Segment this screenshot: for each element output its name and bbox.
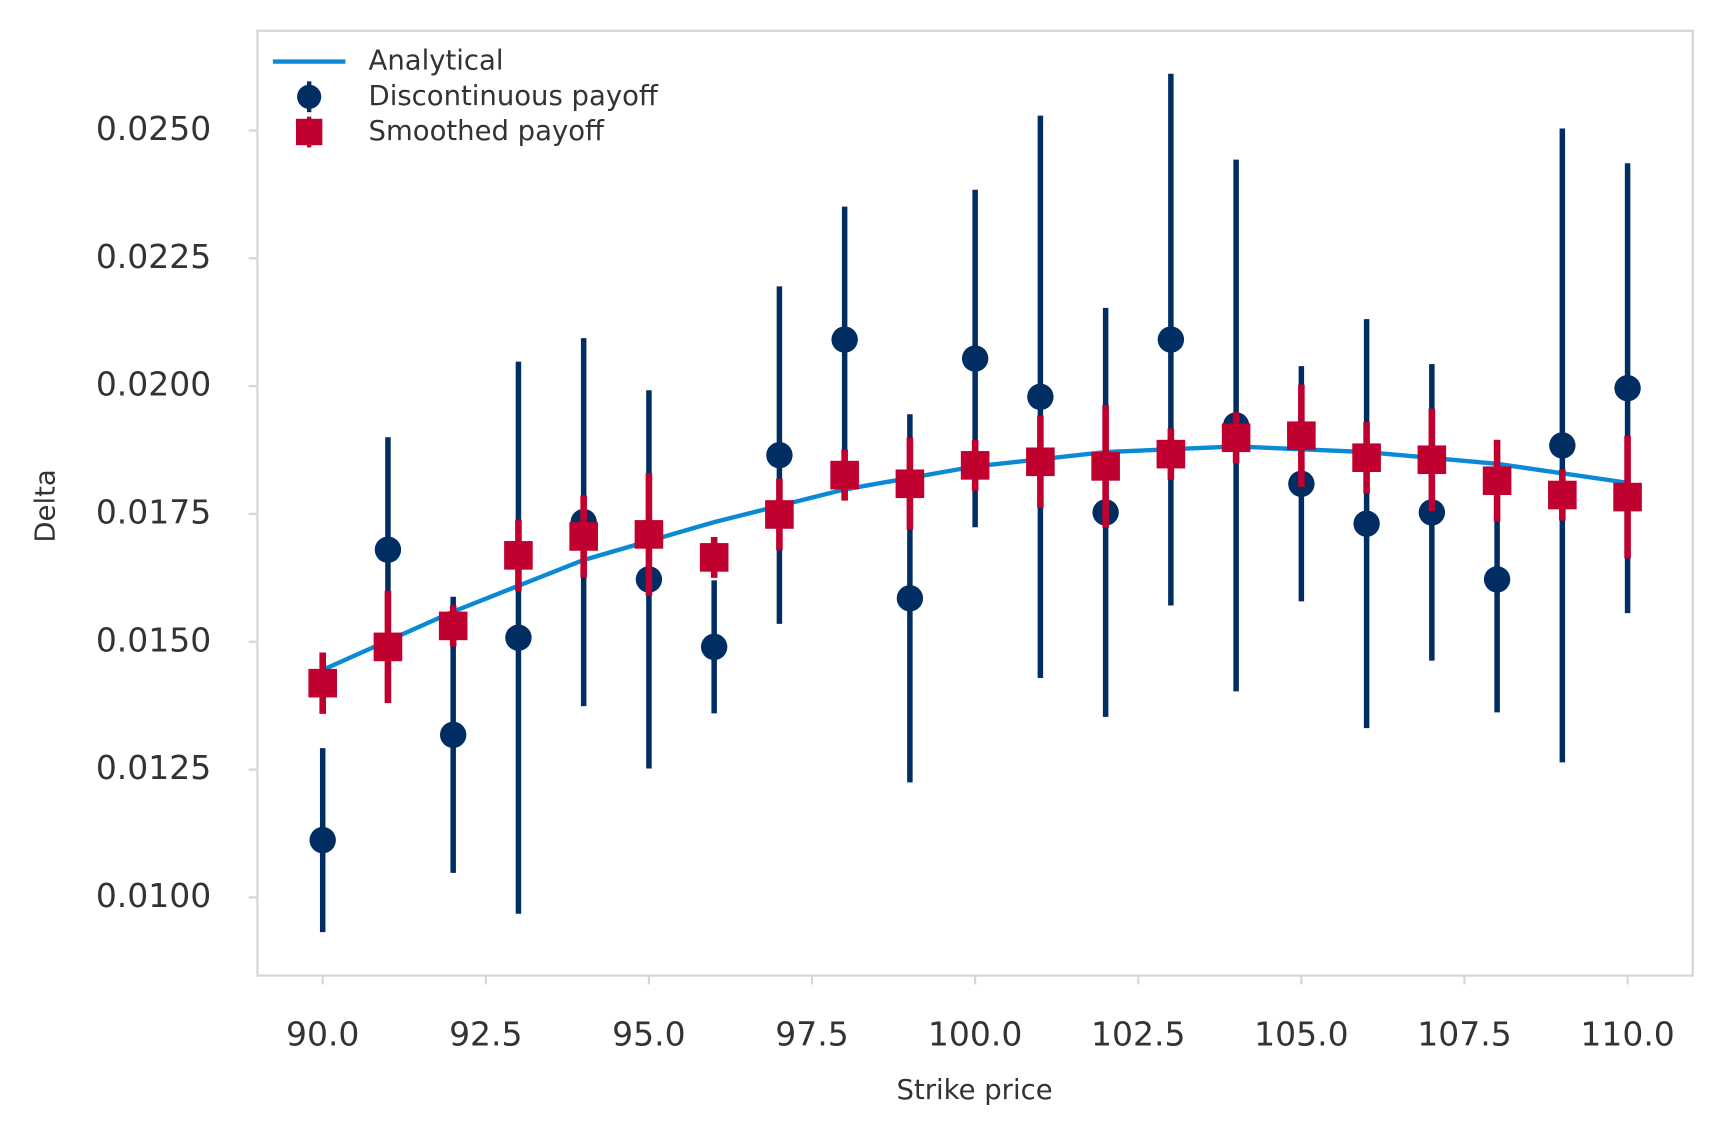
point	[504, 541, 533, 570]
x-tick-label: 97.5	[775, 1015, 848, 1054]
x-tick-label: 102.5	[1091, 1015, 1185, 1054]
point	[831, 326, 858, 353]
y-tick-label: 0.0250	[96, 109, 211, 148]
point	[895, 469, 925, 499]
point	[700, 633, 728, 661]
point	[1418, 499, 1446, 526]
legend-marker	[297, 84, 322, 109]
x-tick-label: 92.5	[449, 1015, 522, 1054]
point	[766, 441, 793, 469]
point	[374, 536, 402, 563]
y-tick-label: 0.0225	[96, 237, 211, 276]
legend-label: Analytical	[369, 45, 504, 77]
x-axis-label: Strike price	[897, 1074, 1053, 1106]
point	[308, 668, 337, 698]
x-tick-label: 107.5	[1417, 1015, 1511, 1054]
x-tick-label: 105.0	[1254, 1015, 1348, 1054]
point	[1482, 466, 1512, 496]
legend-label: Discontinuous payoff	[369, 80, 659, 112]
point	[1026, 447, 1055, 477]
legend-label: Smoothed payoff	[369, 115, 606, 147]
point	[1549, 432, 1576, 459]
point	[1221, 423, 1251, 453]
point	[309, 826, 336, 854]
point	[960, 451, 990, 480]
legend-marker	[295, 118, 323, 146]
point	[1548, 480, 1577, 510]
point	[1027, 383, 1054, 411]
point	[1352, 443, 1381, 473]
y-tick-label: 0.0150	[96, 620, 211, 659]
point	[569, 522, 598, 551]
point	[1157, 326, 1185, 353]
y-tick-label: 0.0125	[96, 748, 211, 787]
point	[1614, 374, 1641, 402]
y-tick-label: 0.0100	[96, 876, 211, 915]
x-tick-label: 100.0	[928, 1015, 1022, 1054]
y-tick-label: 0.0200	[96, 365, 211, 404]
point	[765, 500, 794, 529]
point	[1353, 510, 1380, 537]
point	[505, 624, 532, 651]
point	[699, 543, 729, 572]
point	[634, 520, 664, 549]
y-tick-label: 0.0175	[96, 492, 211, 531]
x-tick-label: 90.0	[286, 1015, 359, 1054]
point	[373, 632, 403, 662]
y-axis-label: Delta	[29, 469, 61, 542]
point	[1091, 452, 1120, 481]
point	[438, 611, 468, 641]
point	[1417, 445, 1447, 475]
point	[1483, 566, 1511, 593]
point	[830, 460, 859, 490]
x-tick-label: 95.0	[612, 1015, 685, 1054]
point	[439, 721, 467, 749]
point	[961, 345, 989, 372]
point	[1156, 439, 1186, 469]
x-tick-label: 110.0	[1580, 1015, 1674, 1054]
point	[1613, 482, 1642, 512]
point	[1287, 421, 1316, 451]
point	[896, 585, 924, 612]
